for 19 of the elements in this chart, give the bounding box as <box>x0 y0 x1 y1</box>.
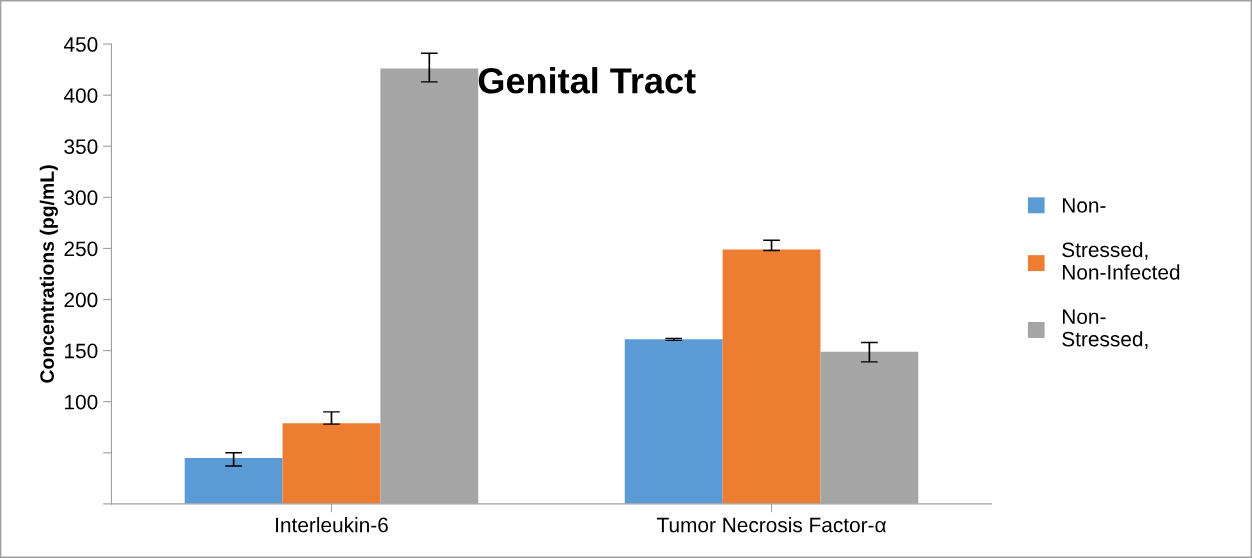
legend-label: Non- <box>1062 198 1106 213</box>
legend-label: Non- Stressed, <box>1062 309 1148 349</box>
legend-label: Stressed, Non-Infected <box>1062 241 1180 280</box>
y-tick-label: 100 <box>65 394 98 410</box>
y-tick-label: 200 <box>64 292 98 308</box>
bar <box>722 249 821 504</box>
text: Genital Tract <box>478 67 696 94</box>
bar <box>624 339 723 504</box>
x-tick-label: Tumor Necrosis Factor-α <box>657 517 886 533</box>
y-tick-label: 150 <box>65 343 98 359</box>
y-tick-label: 400 <box>63 88 98 103</box>
x-tick-label: Interleukin-6 <box>276 517 388 533</box>
bar <box>184 457 283 504</box>
bar <box>282 423 381 504</box>
y-tick-label: 350 <box>64 139 98 155</box>
y-axis-title: Concentrations (pg/mL) <box>39 165 58 383</box>
y-tick-label: 300 <box>64 190 98 206</box>
y-tick-label: 250 <box>64 241 98 257</box>
y-tick-label: 450 <box>63 37 98 52</box>
